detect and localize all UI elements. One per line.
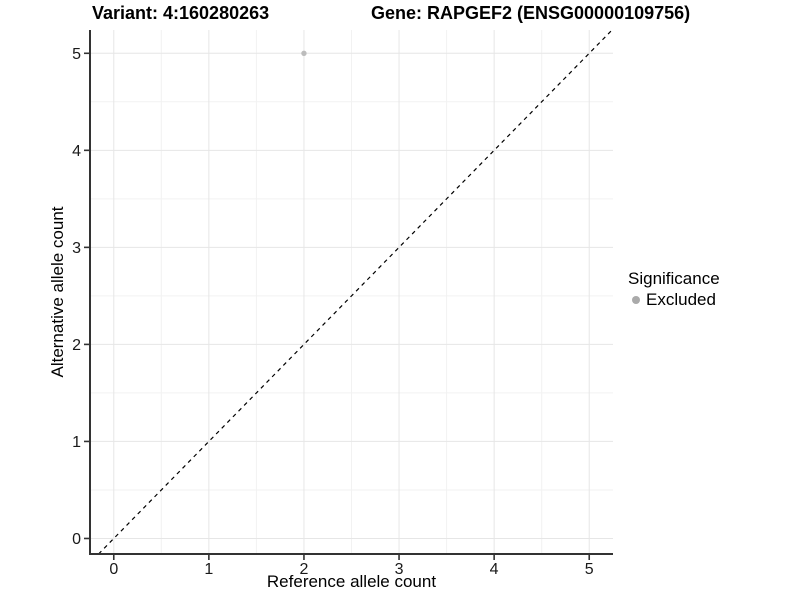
- y-axis-title: Alternative allele count: [48, 206, 67, 378]
- x-tick-label: 4: [490, 561, 499, 578]
- gene-title: Gene: RAPGEF2 (ENSG00000109756): [371, 3, 691, 23]
- x-tick-label: 2: [300, 561, 309, 578]
- legend-item-label: Excluded: [646, 290, 716, 309]
- y-tick-label: 3: [72, 240, 81, 257]
- x-tick-label: 3: [395, 561, 404, 578]
- legend-title: Significance: [628, 269, 720, 288]
- x-tick-label: 1: [204, 561, 213, 578]
- excluded-point-icon: [632, 296, 640, 304]
- identity-reference-line: [98, 29, 613, 555]
- legend: Significance Excluded: [628, 268, 720, 310]
- x-tick-label: 5: [585, 561, 594, 578]
- y-tick-label: 2: [72, 337, 81, 354]
- y-tick-label: 1: [72, 434, 81, 451]
- variant-title: Variant: 4:160280263: [92, 3, 270, 23]
- y-tick-label: 5: [72, 46, 81, 63]
- x-tick-label: 0: [109, 561, 118, 578]
- y-tick-label: 0: [72, 531, 81, 548]
- legend-item: Excluded: [628, 290, 720, 310]
- y-tick-label: 4: [72, 143, 81, 160]
- x-axis-title: Reference allele count: [266, 572, 437, 591]
- data-point: [301, 50, 307, 56]
